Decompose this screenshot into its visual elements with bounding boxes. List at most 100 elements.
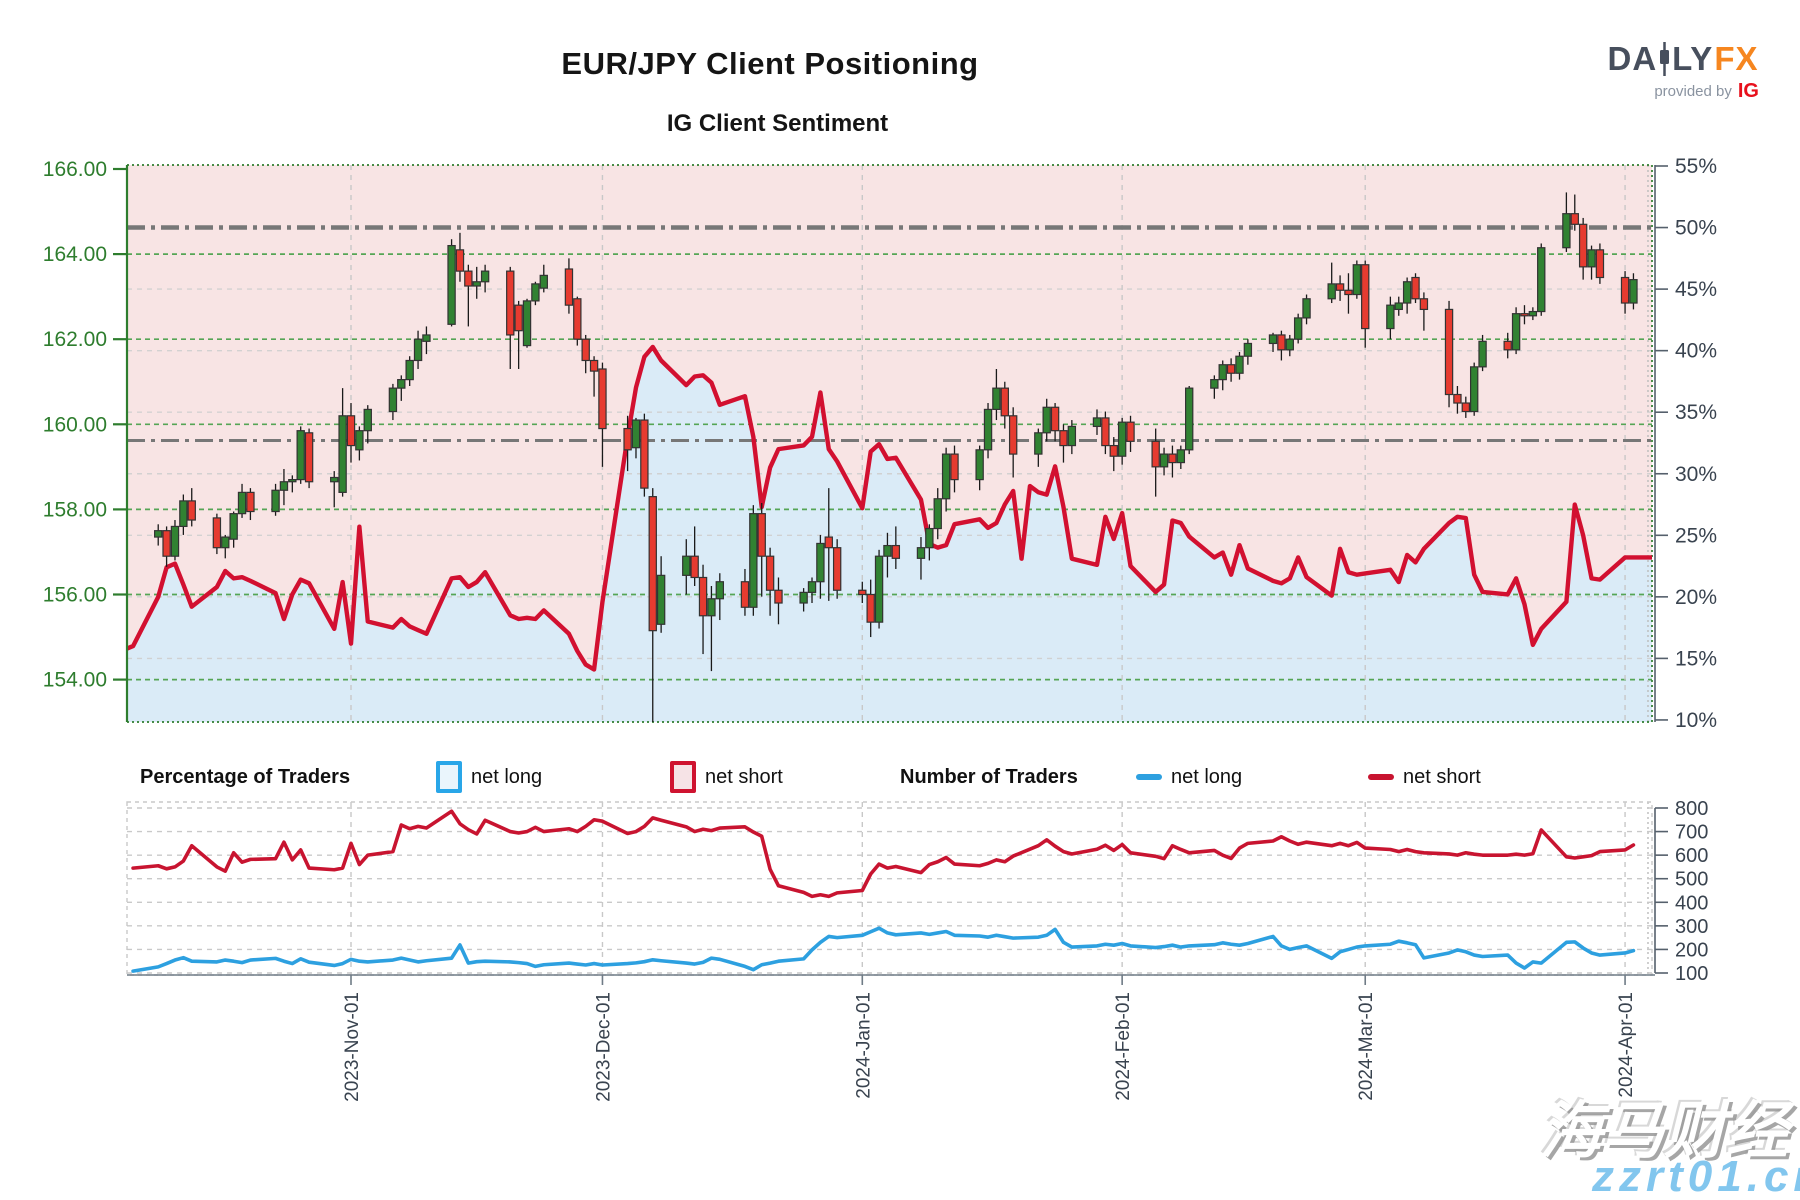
legend-header-number: Number of Traders [900,765,1078,788]
percent-tick-label: 25% [1675,524,1717,547]
candle-up [221,536,230,549]
percent-tick-label: 55% [1675,155,1717,178]
candle-down [1595,249,1605,279]
candle-up [405,359,414,381]
candle-down [1109,444,1118,457]
candle-up [1184,387,1194,451]
candle-up [1067,425,1077,447]
traders-tick-label: 800 [1675,798,1708,820]
legend-item-pct-net-short[interactable]: net short [670,760,783,794]
candle-up [237,491,247,515]
candle-down [1000,387,1009,417]
traders-tick-label: 500 [1675,869,1708,891]
date-axis: 2023-Nov-01 2023-Dec-01 2024-Jan-01 2024-Fe… [127,974,1655,1102]
candle-up [229,513,238,540]
candle-up [522,300,532,347]
candle-down [1503,340,1512,351]
candle-up [1511,313,1521,351]
traders-net-long-line [131,926,1636,973]
candle-down [1168,453,1177,464]
candle-up [1469,366,1479,413]
candle-up [1386,304,1395,330]
candle-up [338,415,347,493]
candle-down [648,496,657,632]
candle-up [682,555,691,576]
candle-up [715,581,725,600]
candle-up [1302,298,1311,319]
x-axis-date-label: 2024-Feb-01 [1113,992,1134,1101]
candle-down [1578,223,1588,268]
candle-down [832,547,842,591]
lower-plot-border [126,801,1653,976]
legend-label: net long [471,765,543,788]
percent-tick-label: 50% [1675,217,1717,240]
legend-label: net short [1403,765,1481,788]
candle-up [355,430,364,451]
candle-up [816,542,825,583]
candle-up [807,581,817,593]
price-tick-label: 162.00 [43,328,107,351]
candle-down [824,536,833,549]
candle-down [564,268,574,306]
price-tick-label: 156.00 [43,584,107,607]
candle-up [1562,213,1571,249]
percent-tick-label: 45% [1675,278,1717,301]
traders-net-short-line [131,809,1636,899]
legend-item-num-net-long[interactable]: net long [1136,760,1242,794]
price-axis: 166.00 164.00 162.00 160.00 158.00 156.00 154.… [43,158,129,722]
candle-down [464,270,473,287]
candle-down [1277,334,1286,351]
candle-up [288,479,297,483]
x-axis-date-label: 2024-Apr-01 [1616,992,1637,1098]
candle-up [1235,355,1244,374]
logo-text-fx: FX [1714,40,1759,77]
candle-down [506,270,515,336]
traders-tick-label: 200 [1675,939,1708,961]
candle-up [539,274,548,289]
candle-up [271,489,280,513]
x-axis-date-label: 2024-Jan-01 [853,992,874,1099]
candle-down [212,517,222,549]
percent-tick-label: 30% [1675,463,1717,486]
candle-up [1285,338,1294,351]
chart-legend: Percentage of Traders net long net short… [0,760,1800,794]
legend-label: net short [705,765,783,788]
legend-header-percentage: Percentage of Traders [140,765,351,788]
candle-up [925,527,934,549]
candle-down [514,304,523,332]
candle-up [631,419,641,449]
price-tick-label: 164.00 [43,243,107,266]
watermark-url: zzrt01.cn [1592,1152,1800,1200]
candle-up [707,598,716,617]
candle-down [1226,364,1236,374]
candle-up [941,453,951,500]
candle-up [1042,406,1051,434]
x-axis-date-label: 2024-Mar-01 [1356,992,1377,1101]
candle-up [1117,421,1127,457]
candle-up [1243,342,1253,357]
candle-up [422,334,431,342]
candle-up [1210,379,1219,389]
price-tick-label: 154.00 [43,669,107,692]
candle-down [598,368,607,430]
candle-down [698,576,708,617]
candle-down [690,555,699,579]
logo-text-da: DA [1607,40,1658,77]
candle-down [1620,276,1630,304]
legend-item-num-net-short[interactable]: net short [1368,760,1481,794]
candle-down [304,432,314,483]
candle-up [656,574,666,625]
price-tick-label: 160.00 [43,413,107,436]
candle-up [413,338,423,362]
candle-up [1528,310,1538,317]
candle-up [1092,417,1102,428]
net-long-swatch-icon [436,761,462,793]
candle-up [933,498,942,530]
percent-tick-label: 20% [1675,586,1717,609]
candle-up [1402,281,1412,304]
legend-item-pct-net-long[interactable]: net long [436,760,542,794]
candle-down [757,513,766,557]
candle-down [623,427,632,451]
percent-tick-label: 40% [1675,340,1717,363]
